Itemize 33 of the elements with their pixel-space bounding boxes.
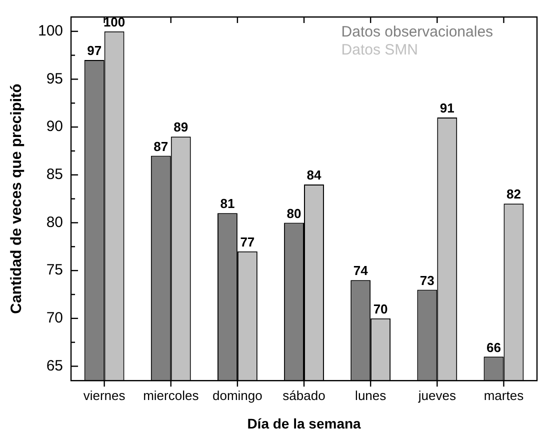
- data-label: 66: [486, 340, 501, 355]
- data-label: 73: [420, 272, 434, 288]
- x-tick-label: miercoles: [143, 388, 200, 403]
- data-label: 87: [154, 138, 168, 154]
- data-label: 74: [353, 263, 369, 278]
- x-tick-label: jueves: [417, 388, 456, 403]
- data-label: 84: [306, 168, 322, 183]
- x-axis-title: Día de la semana: [247, 415, 362, 432]
- x-tick-label: martes: [484, 388, 524, 403]
- data-label: 89: [174, 120, 188, 135]
- y-tick-label: 80: [46, 214, 64, 231]
- y-tick-label: 100: [38, 22, 64, 40]
- data-label: 70: [373, 301, 388, 316]
- text: Datos observacionales: [341, 24, 494, 41]
- data-label: 80: [286, 206, 302, 221]
- data-label: 77: [240, 234, 255, 250]
- y-tick-label: 95: [46, 70, 64, 88]
- y-tick-label: 70: [46, 310, 64, 327]
- text: Datos SMN: [341, 42, 418, 59]
- x-tick-label: sábado: [282, 388, 326, 403]
- y-tick-label: 85: [46, 166, 64, 184]
- data-label: 100: [103, 14, 126, 30]
- x-tick-label: lunes: [355, 388, 387, 403]
- y-tick-label: 75: [46, 262, 64, 279]
- x-tick-label: domingo: [212, 388, 262, 403]
- x-tick-label: viernes: [83, 388, 126, 403]
- data-label: 82: [506, 186, 521, 202]
- data-label: 97: [87, 43, 102, 58]
- y-tick-label: 90: [46, 118, 64, 136]
- y-axis-title: Cantidad de veces que precipitó: [8, 84, 26, 314]
- data-label: 91: [440, 100, 454, 116]
- y-tick-label: 65: [46, 357, 64, 374]
- data-label: 81: [220, 196, 235, 212]
